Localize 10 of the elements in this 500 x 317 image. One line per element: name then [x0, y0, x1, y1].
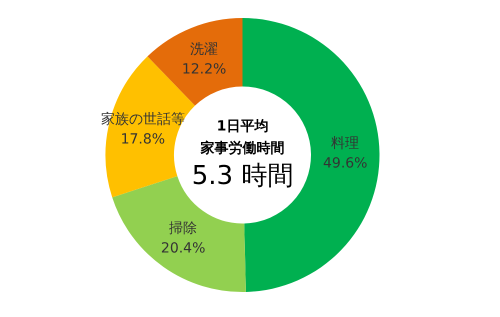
data-label: 12.2%	[182, 61, 226, 78]
slice-label: 洗濯	[190, 41, 218, 58]
text: 1日平均	[216, 118, 268, 135]
data-label: 20.4%	[160, 240, 206, 257]
text: 5.3 時間	[192, 160, 294, 191]
data-label: 17.8%	[120, 132, 166, 148]
slice-label: 料理	[331, 135, 360, 152]
data-label: 49.6%	[323, 155, 368, 172]
text: 家事労働時間	[200, 140, 284, 157]
slice-label: 掃除	[169, 220, 198, 237]
